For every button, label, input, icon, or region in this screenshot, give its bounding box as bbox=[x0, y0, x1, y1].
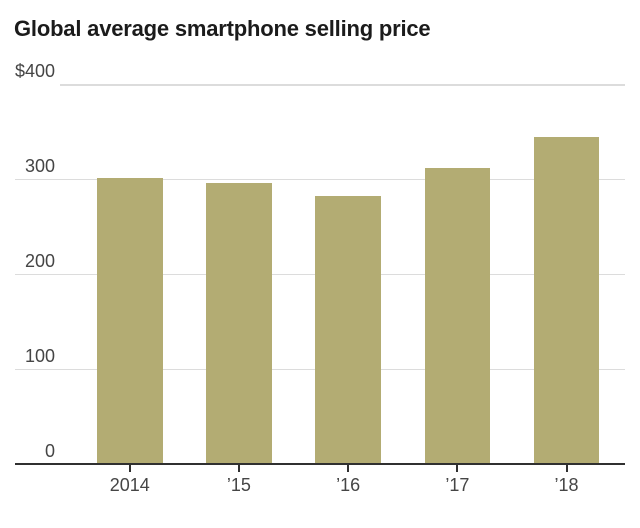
chart-title: Global average smartphone selling price bbox=[14, 16, 431, 41]
x-axis-line bbox=[15, 462, 625, 465]
x-axis-label: ’16 bbox=[336, 475, 361, 495]
x-axis-label: 2014 bbox=[109, 475, 150, 495]
bar-17 bbox=[424, 168, 491, 464]
y-axis-label: 200 bbox=[24, 250, 55, 271]
y-axis-label: 0 bbox=[44, 440, 55, 461]
x-axis-tick bbox=[456, 464, 459, 472]
x-axis-tick bbox=[565, 464, 568, 472]
x-axis-tick bbox=[347, 464, 350, 472]
x-axis-label: ’17 bbox=[445, 475, 470, 495]
x-axis-label: ’15 bbox=[226, 475, 251, 495]
gridline-300 bbox=[15, 178, 625, 181]
gridline-400 bbox=[60, 84, 625, 86]
x-axis-tick bbox=[128, 464, 131, 472]
bar-16 bbox=[315, 195, 381, 464]
x-axis-label: ’18 bbox=[554, 475, 579, 495]
bar-2014 bbox=[97, 177, 163, 464]
bar-18 bbox=[533, 137, 600, 464]
x-axis-tick bbox=[237, 464, 240, 472]
y-axis-label: 300 bbox=[24, 155, 55, 176]
y-axis-label: 100 bbox=[24, 345, 55, 366]
bar-15 bbox=[206, 182, 272, 464]
y-axis-label: $400 bbox=[14, 61, 55, 81]
